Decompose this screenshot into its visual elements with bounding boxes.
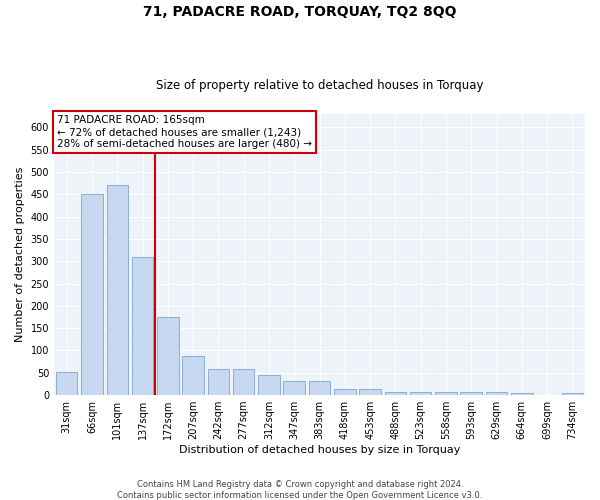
Bar [258, 376, 280, 395]
Bar [107, 186, 128, 395]
Bar [486, 392, 507, 395]
Bar [132, 257, 153, 395]
Bar [56, 372, 77, 395]
Bar [283, 382, 305, 395]
Bar [233, 369, 254, 395]
Bar [309, 382, 330, 395]
Bar [410, 392, 431, 395]
Bar [208, 369, 229, 395]
Bar [334, 389, 356, 395]
Text: 71, PADACRE ROAD, TORQUAY, TQ2 8QQ: 71, PADACRE ROAD, TORQUAY, TQ2 8QQ [143, 5, 457, 19]
Bar [435, 392, 457, 395]
Title: Size of property relative to detached houses in Torquay: Size of property relative to detached ho… [156, 79, 483, 92]
Bar [511, 394, 533, 395]
X-axis label: Distribution of detached houses by size in Torquay: Distribution of detached houses by size … [179, 445, 460, 455]
Bar [385, 392, 406, 395]
Text: Contains HM Land Registry data © Crown copyright and database right 2024.
Contai: Contains HM Land Registry data © Crown c… [118, 480, 482, 500]
Bar [562, 394, 583, 395]
Bar [359, 389, 381, 395]
Text: 71 PADACRE ROAD: 165sqm
← 72% of detached houses are smaller (1,243)
28% of semi: 71 PADACRE ROAD: 165sqm ← 72% of detache… [56, 116, 311, 148]
Bar [157, 317, 179, 395]
Bar [460, 392, 482, 395]
Y-axis label: Number of detached properties: Number of detached properties [15, 167, 25, 342]
Bar [81, 194, 103, 395]
Bar [182, 356, 204, 395]
